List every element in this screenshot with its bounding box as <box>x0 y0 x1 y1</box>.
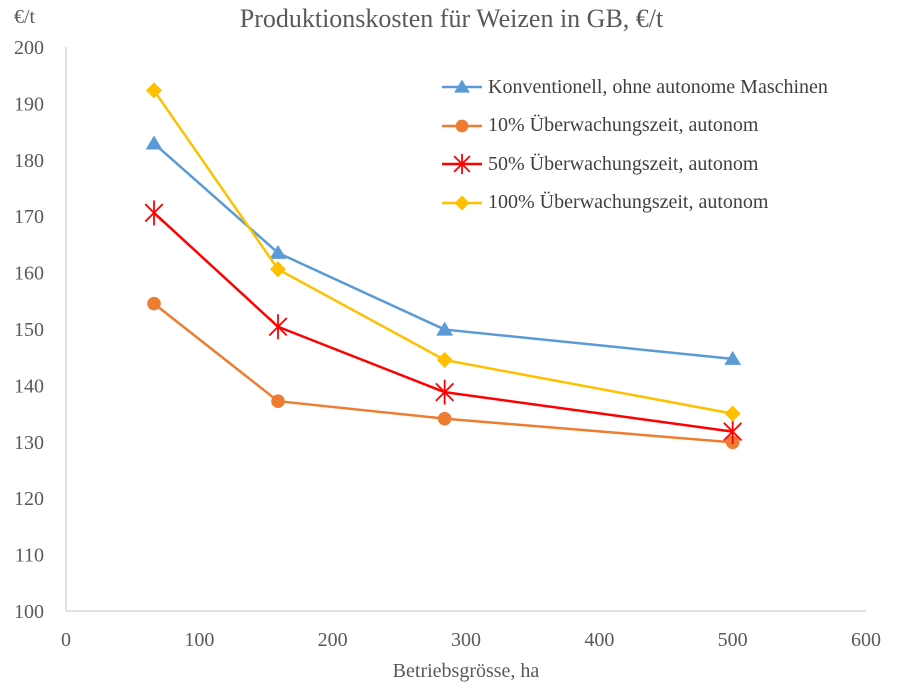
legend-item: 100% Überwachungszeit, autonom <box>440 184 828 223</box>
series-star <box>144 200 743 445</box>
x-tick-label: 400 <box>584 629 614 651</box>
data-point <box>146 82 162 99</box>
legend-label: 100% Überwachungszeit, autonom <box>488 191 769 214</box>
data-point <box>145 135 163 150</box>
x-tick-label: 200 <box>318 629 348 651</box>
legend-item: 10% Überwachungszeit, autonom <box>440 107 828 146</box>
chart-title: Produktionskosten für Weizen in GB, €/t <box>239 4 664 33</box>
y-tick-label: 190 <box>14 93 44 115</box>
legend-label: Konventionell, ohne autonome Maschinen <box>488 75 828 98</box>
data-point <box>268 314 288 340</box>
series-line <box>152 89 733 415</box>
y-tick-label: 100 <box>14 601 44 623</box>
data-point <box>436 321 454 336</box>
y-axis-label: €/t <box>14 6 36 28</box>
series-diamond <box>146 82 741 422</box>
legend-marker <box>453 154 471 175</box>
legend-label: 10% Überwachungszeit, autonom <box>488 114 759 137</box>
y-tick-label: 110 <box>15 545 44 567</box>
y-tick-label: 140 <box>14 375 44 397</box>
data-point <box>269 244 287 259</box>
x-tick-label: 500 <box>718 629 748 651</box>
data-point <box>147 296 161 311</box>
legend-marker <box>454 79 470 93</box>
series-line <box>153 302 733 444</box>
data-point <box>144 200 164 226</box>
data-point <box>437 411 452 426</box>
y-tick-label: 170 <box>14 206 44 228</box>
series-circle <box>147 296 740 450</box>
y-tick-label: 160 <box>14 263 44 285</box>
x-tick-label: 600 <box>851 629 881 651</box>
legend-swatch <box>442 79 482 93</box>
y-tick-label: 180 <box>14 150 44 172</box>
x-tick-label: 100 <box>184 629 214 651</box>
series-line <box>153 142 733 361</box>
y-tick-label: 150 <box>14 319 44 341</box>
legend-label: 50% Überwachungszeit, autonom <box>488 152 759 175</box>
data-point <box>271 394 285 408</box>
data-point <box>724 350 742 365</box>
legend-swatch <box>442 154 482 175</box>
legend-swatch <box>442 119 482 133</box>
y-tick-label: 120 <box>14 488 44 510</box>
data-point <box>723 419 743 445</box>
legend-marker <box>455 119 469 133</box>
x-tick-label: 0 <box>61 629 71 651</box>
series-line <box>153 211 733 433</box>
data-point <box>724 405 741 422</box>
y-tick-label: 130 <box>14 432 44 454</box>
x-axis-label: Betriebsgrösse, ha <box>392 660 540 682</box>
legend-item: Konventionell, ohne autonome Maschinen <box>440 68 828 107</box>
legend-swatch <box>442 195 482 211</box>
data-point <box>270 261 286 278</box>
legend: Konventionell, ohne autonome Maschinen 10… <box>440 68 828 222</box>
legend-marker <box>454 195 470 211</box>
legend-item: 50% Überwachungszeit, autonom <box>440 145 828 184</box>
series-triangle <box>145 135 742 365</box>
data-point <box>435 379 455 405</box>
data-point <box>436 352 453 369</box>
y-tick-label: 200 <box>14 37 44 59</box>
x-tick-label: 300 <box>451 629 481 651</box>
